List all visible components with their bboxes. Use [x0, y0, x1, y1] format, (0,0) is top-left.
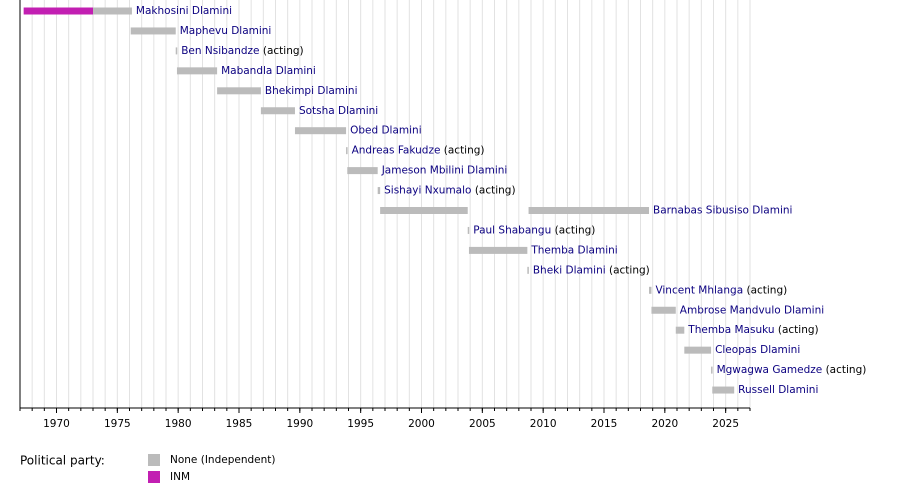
leader-name[interactable]: Barnabas Sibusiso Dlamini: [653, 205, 792, 217]
x-tick-label: 1995: [347, 418, 374, 430]
leader-note: (acting): [609, 264, 650, 276]
row-label: Vincent Mhlanga (acting): [655, 284, 787, 296]
x-tick-label: 2000: [408, 418, 435, 430]
leader-note: (acting): [555, 224, 596, 236]
leader-name[interactable]: Sishayi Nxumalo: [384, 185, 471, 197]
leader-name[interactable]: Bheki Dlamini: [533, 264, 606, 276]
leader-name[interactable]: Themba Masuku: [687, 324, 774, 336]
term-bar: [527, 266, 529, 274]
term-bar: [712, 386, 735, 394]
leader-name[interactable]: Sotsha Dlamini: [299, 105, 378, 117]
leader-name[interactable]: Maphevu Dlamini: [180, 25, 272, 37]
leader-name[interactable]: Mabandla Dlamini: [221, 65, 316, 77]
leader-name[interactable]: Mgwagwa Gamedze: [717, 364, 823, 376]
term-bar: [651, 306, 676, 314]
row-label: Bheki Dlamini (acting): [533, 264, 650, 276]
x-tick-label: 1985: [226, 418, 253, 430]
x-tick-label: 1975: [104, 418, 131, 430]
term-bar: [93, 7, 132, 15]
leader-name[interactable]: Paul Shabangu: [473, 224, 551, 236]
leader-name[interactable]: Russell Dlamini: [738, 384, 818, 396]
row-label: Mgwagwa Gamedze (acting): [717, 364, 867, 376]
row-label: Sishayi Nxumalo (acting): [384, 185, 515, 197]
term-bar: [130, 27, 176, 35]
term-bar: [528, 207, 650, 214]
term-bar: [711, 366, 713, 374]
legend-swatch: [148, 454, 160, 466]
leader-name[interactable]: Cleopas Dlamini: [715, 344, 800, 356]
row-label: Barnabas Sibusiso Dlamini: [653, 205, 792, 217]
row-label: Themba Masuku (acting): [687, 324, 818, 336]
row-label: Maphevu Dlamini: [180, 25, 272, 37]
term-bar: [380, 207, 468, 214]
leader-note: (acting): [475, 185, 516, 197]
term-bar: [23, 7, 93, 15]
row-label: Mabandla Dlamini: [221, 65, 316, 77]
row-label: Ben Nsibandze (acting): [181, 45, 303, 57]
leader-name[interactable]: Vincent Mhlanga: [655, 284, 743, 296]
row-label: Ambrose Mandvulo Dlamini: [680, 304, 824, 316]
term-bar: [175, 47, 178, 55]
leader-name[interactable]: Ben Nsibandze: [181, 45, 259, 57]
term-bar: [346, 147, 348, 155]
term-bar: [347, 167, 378, 175]
term-bar: [649, 286, 652, 294]
row-label: Makhosini Dlamini: [136, 5, 232, 17]
leader-name[interactable]: Ambrose Mandvulo Dlamini: [680, 304, 824, 316]
term-bar: [468, 246, 528, 254]
row-label: Bhekimpi Dlamini: [265, 85, 358, 97]
leader-note: (acting): [444, 145, 485, 157]
leader-note: (acting): [746, 284, 787, 296]
term-bar: [176, 67, 218, 75]
row-label: Paul Shabangu (acting): [473, 224, 595, 236]
row-label: Russell Dlamini: [738, 384, 818, 396]
leader-name[interactable]: Makhosini Dlamini: [136, 5, 232, 17]
term-bar: [377, 187, 381, 195]
term-bar: [260, 107, 295, 115]
leader-note: (acting): [826, 364, 867, 376]
leader-name[interactable]: Obed Dlamini: [350, 125, 422, 137]
row-label: Sotsha Dlamini: [299, 105, 378, 117]
legend-swatch: [148, 471, 160, 483]
term-bar: [467, 226, 470, 234]
row-label: Obed Dlamini: [350, 125, 422, 137]
x-tick-label: 2015: [591, 418, 618, 430]
term-bar: [675, 326, 685, 334]
x-tick-label: 2020: [651, 418, 678, 430]
leader-name[interactable]: Jameson Mbilini Dlamini: [381, 165, 508, 177]
row-label: Themba Dlamini: [530, 244, 617, 256]
row-label: Cleopas Dlamini: [715, 344, 800, 356]
x-tick-label: 2005: [469, 418, 496, 430]
leader-name[interactable]: Bhekimpi Dlamini: [265, 85, 358, 97]
x-tick-label: 2010: [530, 418, 557, 430]
term-bar: [684, 346, 712, 354]
legend-label: None (Independent): [170, 454, 275, 466]
x-tick-label: 1990: [286, 418, 313, 430]
term-bar: [217, 87, 261, 95]
leader-name[interactable]: Themba Dlamini: [530, 244, 617, 256]
legend-title: Political party:: [20, 454, 105, 468]
term-bar: [294, 127, 347, 135]
legend-label: INM: [170, 471, 190, 483]
leader-name[interactable]: Andreas Fakudze: [352, 145, 441, 157]
row-label: Jameson Mbilini Dlamini: [381, 165, 508, 177]
leader-note: (acting): [263, 45, 304, 57]
leader-note: (acting): [778, 324, 819, 336]
row-label: Andreas Fakudze (acting): [352, 145, 485, 157]
x-tick-label: 2025: [712, 418, 739, 430]
x-tick-label: 1970: [43, 418, 70, 430]
x-tick-label: 1980: [165, 418, 192, 430]
